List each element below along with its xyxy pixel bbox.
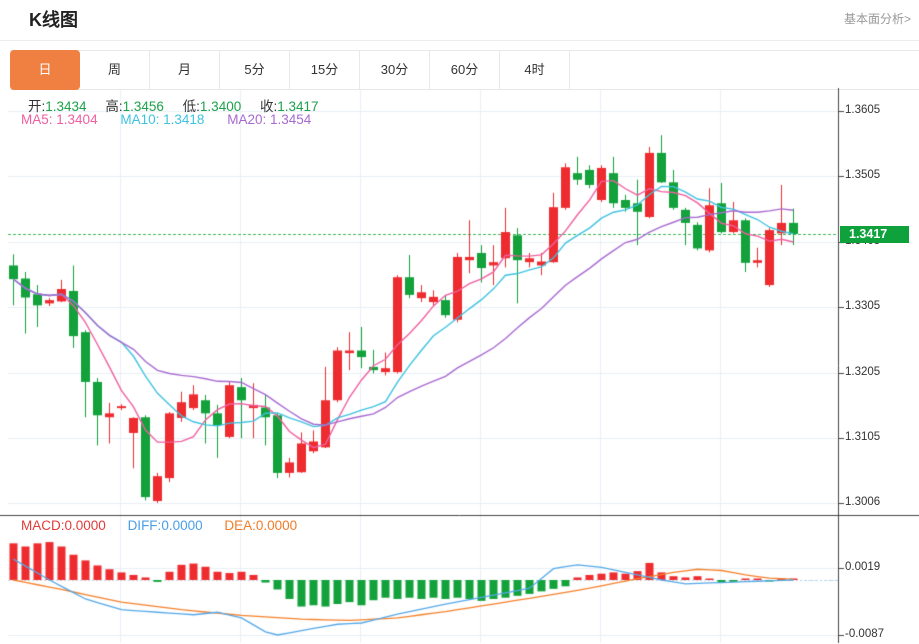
close-value: 1.3417 — [277, 99, 319, 114]
price-tick-label: 1.3305 — [845, 300, 881, 312]
price-tick-label: 1.3105 — [845, 431, 881, 443]
macd-legend: MACD:0.0000 DIFF:0.0000 DEA:0.0000 — [21, 518, 297, 533]
high-value: 1.3456 — [122, 99, 164, 114]
open-value: 1.3434 — [45, 99, 87, 114]
macd-value-legend: MACD:0.0000 — [21, 518, 106, 533]
ma20-legend: MA20: 1.3454 — [227, 112, 312, 127]
ohlc-legend: 开:1.3434 高:1.3456 低:1.3400 收:1.3417 — [28, 95, 334, 115]
high-label: 高: — [105, 99, 123, 114]
price-tick-label: 1.3605 — [845, 104, 881, 116]
low-value: 1.3400 — [199, 99, 242, 114]
current-price-badge: 1.3417 — [840, 226, 909, 243]
ma10-legend: MA10: 1.3418 — [120, 112, 205, 127]
close-label: 收: — [259, 99, 278, 114]
price-tick-label: 1.3006 — [845, 496, 881, 508]
macd-tick-label: 0.0019 — [845, 561, 881, 573]
ma5-legend: MA5: 1.3404 — [21, 112, 98, 127]
low-label: 低: — [182, 99, 200, 114]
open-label: 开: — [28, 99, 46, 114]
macd-tick-label: -0.0087 — [845, 628, 885, 640]
price-tick-label: 1.3505 — [845, 169, 881, 181]
dea-value-legend: DEA:0.0000 — [224, 518, 298, 533]
diff-value-legend: DIFF:0.0000 — [127, 518, 203, 533]
price-tick-label: 1.3205 — [845, 366, 881, 378]
ma-legend: MA5: 1.3404 MA10: 1.3418 MA20: 1.3454 — [21, 112, 311, 127]
